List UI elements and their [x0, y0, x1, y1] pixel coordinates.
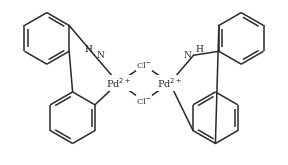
- Text: Pd$^{2+}$: Pd$^{2+}$: [105, 76, 131, 90]
- Text: H: H: [196, 45, 203, 54]
- Text: Cl$^{-}$: Cl$^{-}$: [136, 96, 152, 106]
- Text: Cl$^{-}$: Cl$^{-}$: [136, 60, 152, 70]
- Text: N: N: [96, 51, 104, 60]
- Text: Pd$^{2+}$: Pd$^{2+}$: [157, 76, 183, 90]
- Text: H: H: [85, 45, 92, 54]
- Text: N: N: [184, 51, 192, 60]
